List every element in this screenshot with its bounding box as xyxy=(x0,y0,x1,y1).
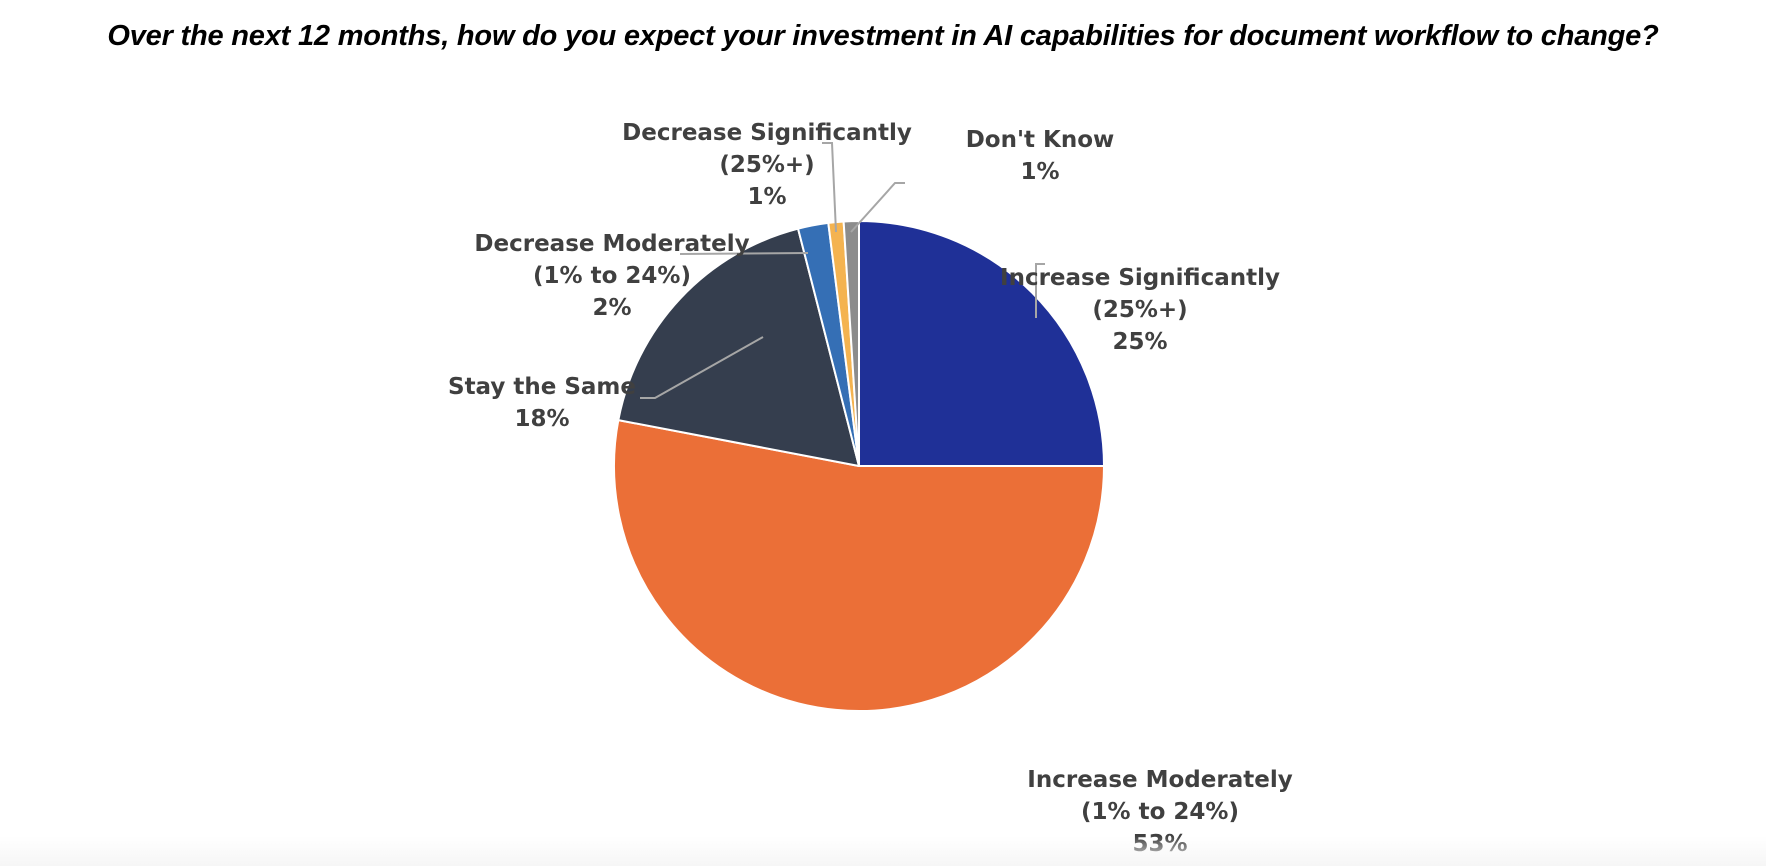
pie-slices xyxy=(613,219,1105,712)
label-value: 25% xyxy=(1112,329,1168,355)
leader-line-decrease-significantly xyxy=(822,142,837,233)
label-line2: (1% to 24%) xyxy=(1081,799,1239,825)
leader-line-decrease-moderately xyxy=(679,252,809,255)
label-increase-significantly: Increase Significantly (25%+) 25% xyxy=(1000,262,1280,358)
pie-slice-increase-moderately xyxy=(613,419,1105,712)
label-value: 53% xyxy=(1132,831,1188,857)
label-value: 1% xyxy=(747,184,787,210)
label-value: 1% xyxy=(1020,159,1060,185)
leader-line-increase-significantly xyxy=(1035,263,1045,318)
leader-lines xyxy=(640,142,1045,399)
label-line1: Don't Know xyxy=(965,127,1115,153)
label-line1: Increase Moderately xyxy=(1027,767,1293,793)
label-value: 18% xyxy=(514,406,570,432)
label-line1: Increase Significantly xyxy=(1000,265,1280,291)
chart-title: Over the next 12 months, how do you expe… xyxy=(107,20,1659,52)
leader-line-dont-know xyxy=(850,182,905,233)
pie-slice-stay-the-same xyxy=(617,227,860,467)
label-decrease-significantly: Decrease Significantly (25%+) 1% xyxy=(622,117,912,213)
label-value: 2% xyxy=(592,295,632,321)
label-line1: Stay the Same xyxy=(448,374,636,400)
label-line2: (25%+) xyxy=(719,152,815,178)
label-dont-know: Don't Know 1% xyxy=(966,124,1115,188)
leader-line-stay-the-same xyxy=(640,336,764,399)
pie-slice-increase-significantly xyxy=(858,220,1105,467)
label-stay-the-same: Stay the Same 18% xyxy=(448,371,636,435)
pie-slice-don-t-know xyxy=(842,219,860,467)
label-decrease-moderately: Decrease Moderately (1% to 24%) 2% xyxy=(474,228,749,324)
label-line1: Decrease Significantly xyxy=(622,120,912,146)
label-increase-moderately: Increase Moderately (1% to 24%) 53% xyxy=(1027,764,1292,860)
label-line2: (25%+) xyxy=(1092,297,1188,323)
label-line2: (1% to 24%) xyxy=(533,263,691,289)
label-line1: Decrease Moderately xyxy=(474,231,750,257)
